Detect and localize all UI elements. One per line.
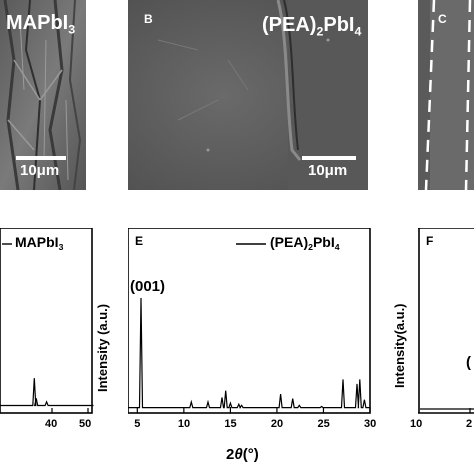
plot-e-tick-label-25: 25 xyxy=(317,418,330,430)
panel-b-scale-bar xyxy=(302,156,356,160)
xrd-plot-panel-f xyxy=(418,228,474,414)
plot-e-peak-annotation: (001) xyxy=(130,278,166,295)
plot-e-y-axis-label: Intensity (a.u.) xyxy=(95,303,110,392)
panel-a-material-text: MAPbI xyxy=(6,12,69,34)
panel-b-scale-label: 10μm xyxy=(308,162,348,179)
plot-e-series-line xyxy=(128,297,370,409)
plot-e-tick-label-5: 5 xyxy=(134,418,141,430)
plot-d-legend-label: MAPbI3 xyxy=(15,234,64,253)
plot-e-x-ticks xyxy=(136,407,371,413)
sem-image-panel-c: C xyxy=(418,0,474,190)
plot-e-legend-sub2: 4 xyxy=(334,242,340,253)
panel-c-letter: C xyxy=(438,12,447,26)
plot-d-legend-subscript: 3 xyxy=(58,242,64,253)
panel-a-material-label: MAPbI3 xyxy=(6,12,76,37)
panel-b-letter: B xyxy=(144,12,153,26)
plot-d-tick-label-50: 50 xyxy=(79,418,92,430)
plot-e-tick-label-30: 30 xyxy=(364,418,377,430)
plot-e-letter: E xyxy=(135,234,144,248)
plot-f-letter: F xyxy=(426,234,434,248)
plot-d-legend-text: MAPbI xyxy=(15,234,59,250)
xrd-plot-mapbi3 xyxy=(0,228,94,414)
xrd-plot-pea2pbi4 xyxy=(128,228,371,414)
plot-e-x-label-main: 2 xyxy=(226,446,235,463)
plot-d-tick-label-40: 40 xyxy=(45,418,58,430)
panel-b-material-label: (PEA)2PbI4 xyxy=(262,14,362,39)
plot-f-partial-annotation: ( xyxy=(466,354,471,371)
panel-b-material-sub1: 2 xyxy=(316,24,324,39)
sem-texture-c xyxy=(418,0,474,190)
plot-d-frame xyxy=(0,228,93,414)
plot-e-legend-prefix: (PEA) xyxy=(270,234,309,250)
plot-e-x-label-theta: θ xyxy=(234,446,243,463)
panel-a-material-subscript: 3 xyxy=(68,22,76,37)
plot-e-tick-label-15: 15 xyxy=(224,418,237,430)
panel-a-scale-label: 10μm xyxy=(20,162,60,179)
panel-b-material-suffix: PbI xyxy=(323,14,355,36)
plot-e-legend-sub1: 2 xyxy=(308,242,313,253)
panel-b-material-prefix: (PEA) xyxy=(262,14,317,36)
plot-f-tick-label-20: 2 xyxy=(466,418,473,430)
plot-e-tick-label-20: 20 xyxy=(270,418,284,430)
sem-texture-b xyxy=(128,0,368,190)
plot-d-series-line xyxy=(0,378,94,407)
sem-image-pea2pbi4: B (PEA)2PbI4 10μm xyxy=(128,0,368,190)
plot-f-y-axis-label: Intensity(a.u.) xyxy=(392,303,407,388)
plot-f-tick-label-10: 10 xyxy=(410,418,423,430)
plot-e-tick-label-10: 10 xyxy=(177,418,191,430)
plot-e-frame xyxy=(128,228,371,414)
panel-b-material-sub2: 4 xyxy=(354,24,362,39)
plot-e-x-label-unit: (°) xyxy=(242,446,259,463)
plot-e-x-axis-label: 2θ(°) xyxy=(226,446,259,463)
plot-e-legend-label: (PEA)2PbI4 xyxy=(270,234,340,253)
plot-e-legend-suffix: PbI xyxy=(312,234,335,250)
panel-a-scale-bar xyxy=(16,156,66,160)
sem-image-mapbi3: MAPbI3 10μm xyxy=(0,0,86,190)
